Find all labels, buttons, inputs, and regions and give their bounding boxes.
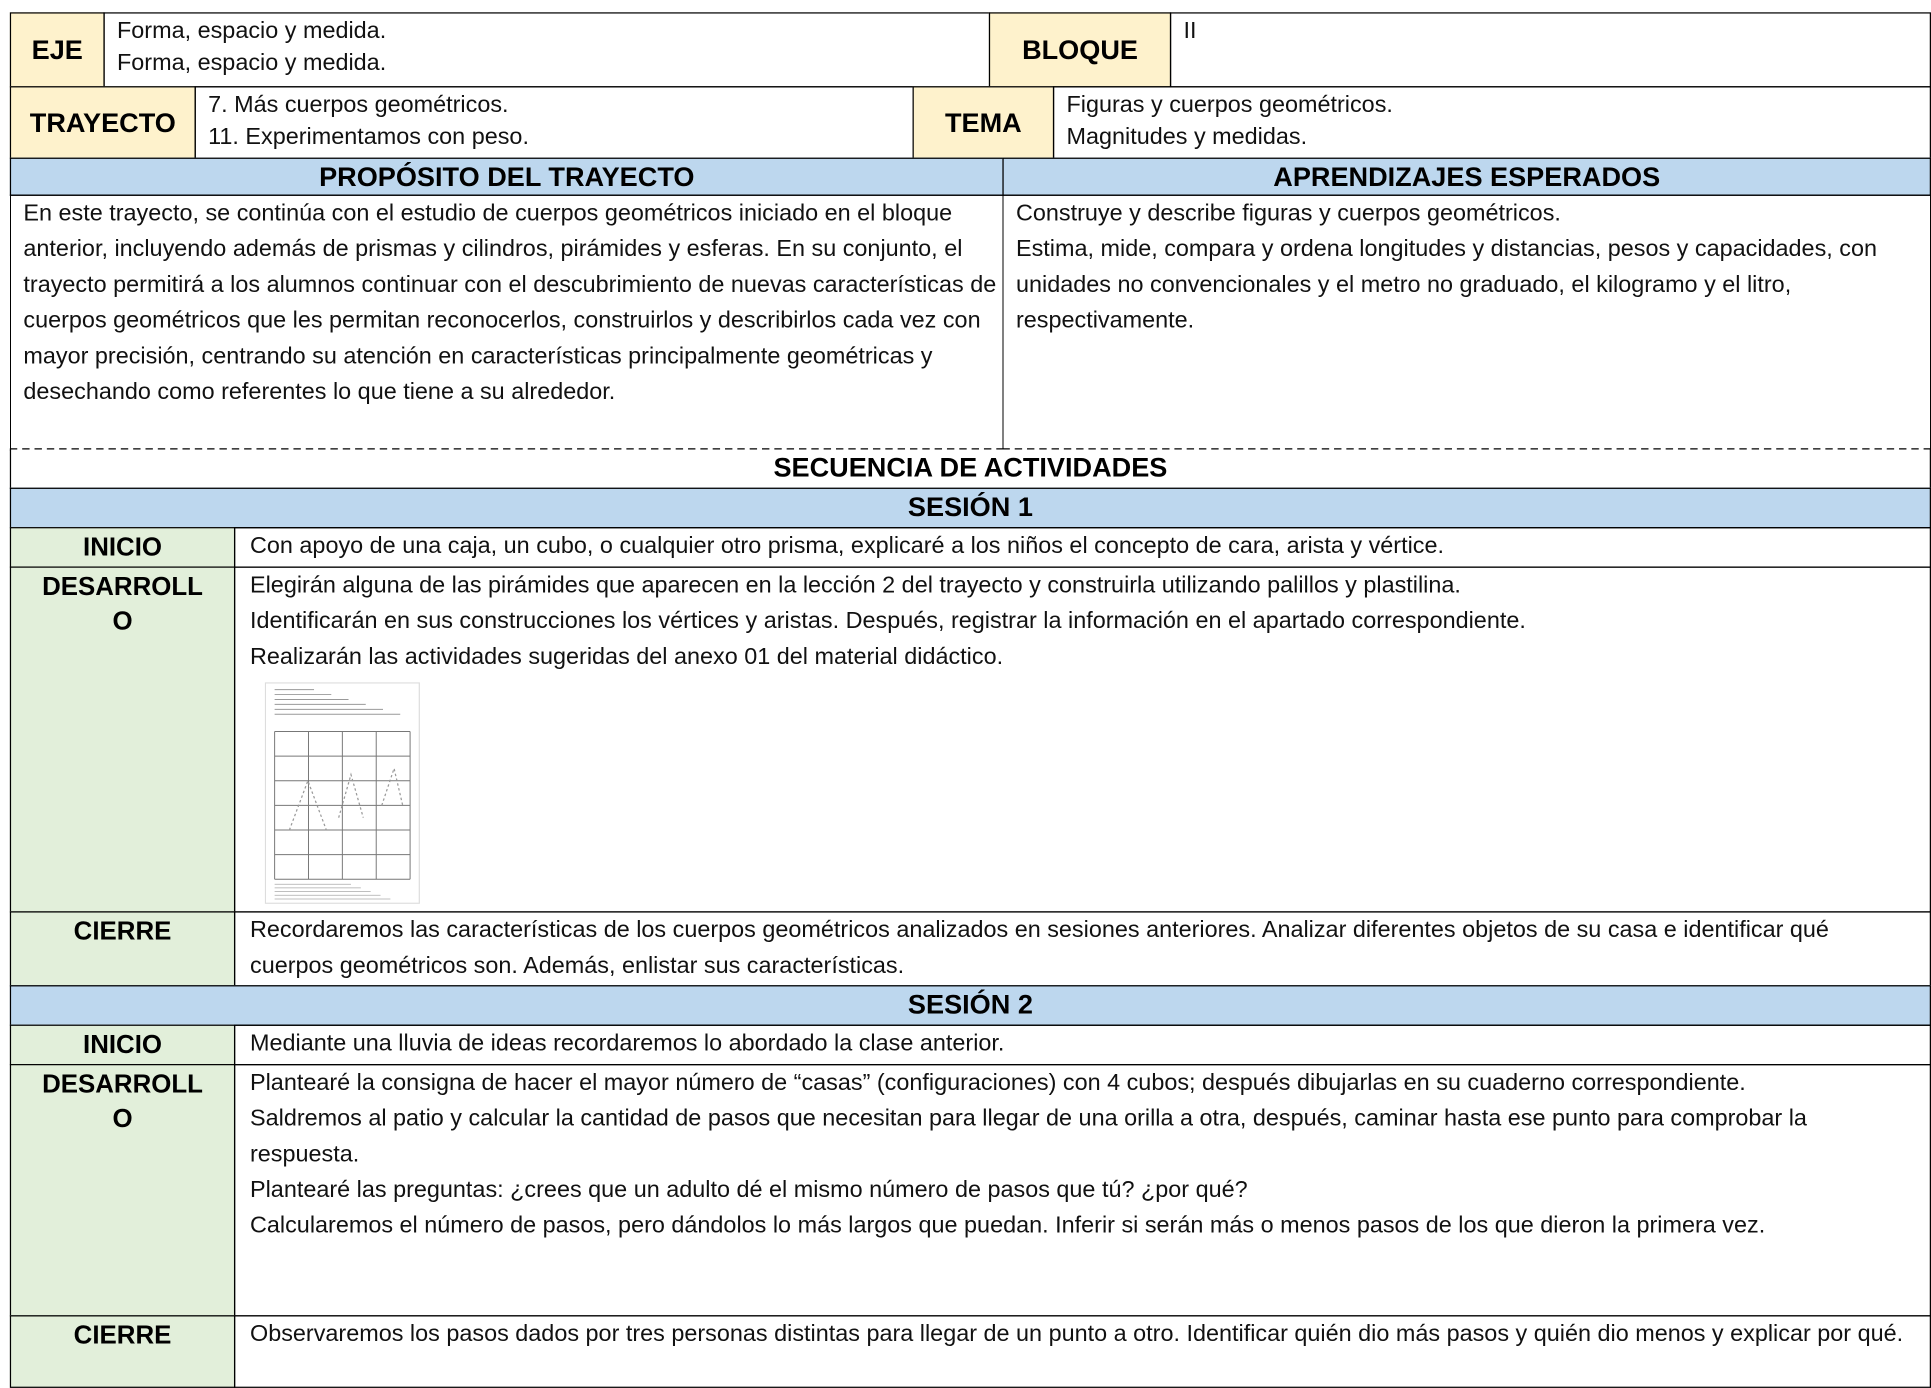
activity-label-text: INICIO — [83, 533, 163, 562]
bloque-label: BLOQUE — [1022, 33, 1138, 65]
session-header: SESIÓN 1 — [9, 487, 1931, 529]
activity-line: Mediante una lluvia de ideas recordaremo… — [249, 1030, 1005, 1057]
activity-text: Recordaremos las características de los … — [233, 911, 1931, 987]
activity-label: DESARROLLO — [9, 1064, 236, 1317]
text-cell: Forma, espacio y medida. Forma, espacio y… — [103, 12, 991, 88]
aprendizaje-line: Construye y describe figuras y cuerpos g… — [1015, 200, 1561, 227]
section-header: APRENDIZAJES ESPERADOS — [1002, 157, 1931, 196]
eje-label: EJE — [31, 33, 83, 65]
activity-line: Identificarán en sus construcciones los … — [249, 608, 1526, 635]
activity-label: INICIO — [9, 1024, 236, 1066]
session-title: SESIÓN 1 — [907, 491, 1033, 523]
trayecto-text: 11. Experimentamos con peso. — [208, 124, 529, 151]
activity-line: Con apoyo de una caja, un cubo, o cualqu… — [249, 533, 1445, 560]
label-cell: BLOQUE — [988, 12, 1172, 88]
proposito-text: En este trayecto, se continúa con el est… — [23, 200, 997, 406]
bloque-text: II — [1183, 18, 1197, 45]
activity-label: INICIO — [9, 527, 236, 568]
tema-text: Magnitudes y medidas. — [1066, 124, 1308, 151]
activity-label-text: DESARROLLO — [42, 572, 203, 636]
text-cell: En este trayecto, se continúa con el est… — [9, 194, 1004, 451]
activity-label: CIERRE — [9, 1315, 236, 1388]
activity-label-text: CIERRE — [73, 917, 172, 946]
eje-text: Forma, espacio y medida. — [116, 50, 387, 77]
activity-label: DESARROLLO — [9, 566, 236, 913]
activity-line: Calcularemos el número de pasos, pero dá… — [249, 1213, 1766, 1239]
activity-line: Observaremos los pasos dados por tres pe… — [249, 1321, 1904, 1348]
activity-line: Elegirán alguna de las pirámides que apa… — [249, 572, 1461, 599]
tema-text: Figuras y cuerpos geométricos. — [1066, 92, 1393, 119]
text-cell: Construye y describe figuras y cuerpos g… — [1002, 194, 1931, 451]
activity-label-text: DESARROLLO — [42, 1070, 203, 1133]
activity-line: Recordaremos las características de los … — [249, 917, 1829, 980]
activity-label-text: CIERRE — [73, 1321, 172, 1350]
worksheet-thumbnail — [264, 682, 420, 904]
eje-text: Forma, espacio y medida. — [116, 18, 387, 45]
trayecto-label: TRAYECTO — [29, 106, 176, 138]
activity-text: Con apoyo de una caja, un cubo, o cualqu… — [233, 527, 1931, 568]
secuencia-title: SECUENCIA DE ACTIVIDADES — [773, 451, 1168, 483]
tema-label: TEMA — [944, 106, 1022, 138]
activity-text: Mediante una lluvia de ideas recordaremo… — [233, 1024, 1931, 1066]
trayecto-text: 7. Más cuerpos geométricos. — [208, 92, 509, 119]
section-header: PROPÓSITO DEL TRAYECTO — [9, 157, 1004, 196]
text-cell: 7. Más cuerpos geométricos. 11. Experimen… — [194, 86, 914, 159]
aprendizajes-title: APRENDIZAJES ESPERADOS — [1273, 161, 1661, 193]
session-title: SESIÓN 2 — [907, 988, 1033, 1020]
label-cell: EJE — [9, 12, 105, 88]
text-cell: Figuras y cuerpos geométricos. Magnitudes… — [1052, 86, 1931, 159]
activity-label-text: INICIO — [83, 1030, 163, 1060]
session-header: SESIÓN 2 — [9, 985, 1931, 1026]
activity-line: Plantearé las preguntas: ¿crees que un a… — [249, 1177, 1248, 1204]
proposito-title: PROPÓSITO DEL TRAYECTO — [319, 161, 695, 193]
activity-line: Saldremos al patio y calcular la cantida… — [249, 1105, 1807, 1168]
activity-text: Observaremos los pasos dados por tres pe… — [233, 1315, 1931, 1388]
label-cell: TRAYECTO — [9, 86, 196, 159]
activity-text: Elegirán alguna de las pirámides que apa… — [233, 566, 1931, 913]
activity-line: Plantearé la consigna de hacer el mayor … — [249, 1070, 1746, 1097]
activity-label: CIERRE — [9, 911, 236, 987]
activity-text: Plantearé la consigna de hacer el mayor … — [233, 1064, 1931, 1317]
activity-line: Realizarán las actividades sugeridas del… — [249, 644, 1004, 670]
section-header: SECUENCIA DE ACTIVIDADES — [9, 449, 1931, 489]
aprendizaje-line: Estima, mide, compara y ordena longitude… — [1015, 236, 1877, 334]
text-cell: II — [1169, 12, 1931, 88]
label-cell: TEMA — [912, 86, 1055, 159]
